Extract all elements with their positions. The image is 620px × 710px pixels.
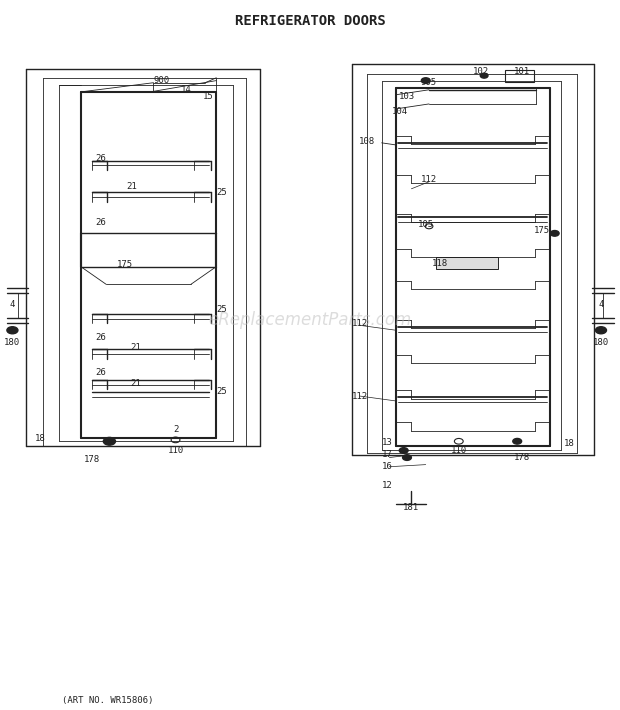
Text: 2: 2 — [173, 425, 178, 434]
Text: 18: 18 — [35, 434, 45, 443]
Text: 15: 15 — [203, 92, 214, 102]
Text: 18: 18 — [564, 439, 574, 448]
Text: 178: 178 — [84, 455, 100, 464]
Text: REFRIGERATOR DOORS: REFRIGERATOR DOORS — [234, 14, 386, 28]
Text: 12: 12 — [382, 481, 392, 490]
Text: 105: 105 — [418, 220, 434, 229]
Text: 181: 181 — [404, 503, 420, 511]
Text: (ART NO. WR15806): (ART NO. WR15806) — [62, 696, 153, 704]
Circle shape — [104, 437, 115, 445]
Text: 180: 180 — [4, 338, 20, 346]
Text: 21: 21 — [130, 379, 141, 388]
Circle shape — [551, 231, 559, 236]
Circle shape — [402, 454, 412, 460]
Text: 178: 178 — [513, 453, 529, 462]
Text: 112: 112 — [421, 175, 437, 184]
Text: 26: 26 — [95, 154, 106, 163]
Text: eReplacementParts.com: eReplacementParts.com — [208, 311, 412, 329]
Circle shape — [595, 327, 606, 334]
Circle shape — [513, 439, 521, 444]
Circle shape — [480, 73, 488, 78]
Text: 112: 112 — [352, 391, 368, 400]
FancyBboxPatch shape — [505, 70, 534, 82]
Text: 25: 25 — [216, 188, 227, 197]
Text: 17: 17 — [382, 449, 392, 459]
Text: 4: 4 — [598, 300, 604, 309]
Text: 25: 25 — [216, 387, 227, 396]
Text: 26: 26 — [95, 333, 106, 342]
Text: 102: 102 — [473, 67, 489, 76]
Text: 103: 103 — [399, 92, 415, 101]
Text: 180: 180 — [593, 338, 609, 346]
Circle shape — [399, 447, 408, 453]
Text: 14: 14 — [181, 84, 192, 94]
Text: 112: 112 — [352, 319, 368, 328]
Text: 175: 175 — [117, 260, 133, 269]
Text: 101: 101 — [513, 67, 529, 76]
Text: 118: 118 — [432, 258, 448, 268]
Text: 110: 110 — [451, 446, 467, 455]
FancyBboxPatch shape — [436, 257, 498, 269]
Circle shape — [422, 78, 430, 84]
Text: 4: 4 — [10, 300, 15, 309]
Circle shape — [7, 327, 18, 334]
Text: 110: 110 — [167, 446, 184, 455]
Text: 104: 104 — [392, 107, 409, 116]
Text: 108: 108 — [359, 137, 375, 146]
Text: 21: 21 — [130, 344, 141, 352]
Text: 900: 900 — [153, 76, 169, 85]
Text: 25: 25 — [216, 305, 227, 314]
Text: 905: 905 — [421, 78, 437, 87]
Text: 16: 16 — [382, 462, 392, 471]
Text: 26: 26 — [95, 368, 106, 377]
Text: 21: 21 — [126, 182, 137, 191]
Text: 26: 26 — [95, 217, 106, 226]
Text: 13: 13 — [382, 438, 392, 447]
Text: 175: 175 — [533, 226, 549, 235]
